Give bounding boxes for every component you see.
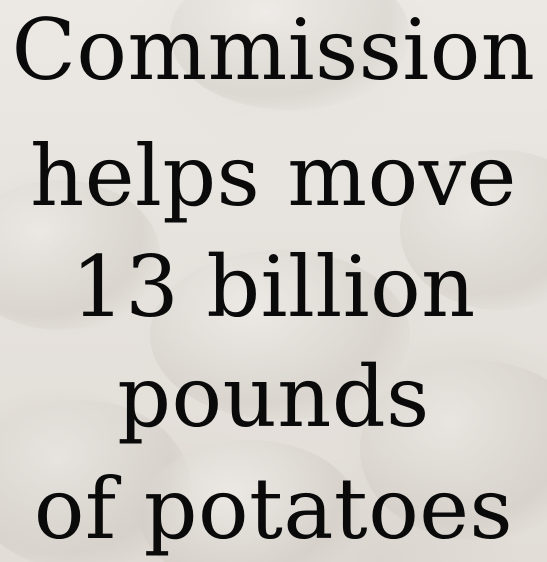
headline-line: pounds [117,348,430,446]
potato-shape [150,250,410,420]
potato-shape [360,360,547,540]
headline-line: of potatoes [33,460,514,558]
potato-shape [400,150,547,310]
headline-line: Commission [11,1,536,99]
headline-line: helps move [30,127,517,225]
potato-shape [0,180,160,330]
potato-shape [140,440,360,562]
headline-line: 13 billion [71,238,476,336]
